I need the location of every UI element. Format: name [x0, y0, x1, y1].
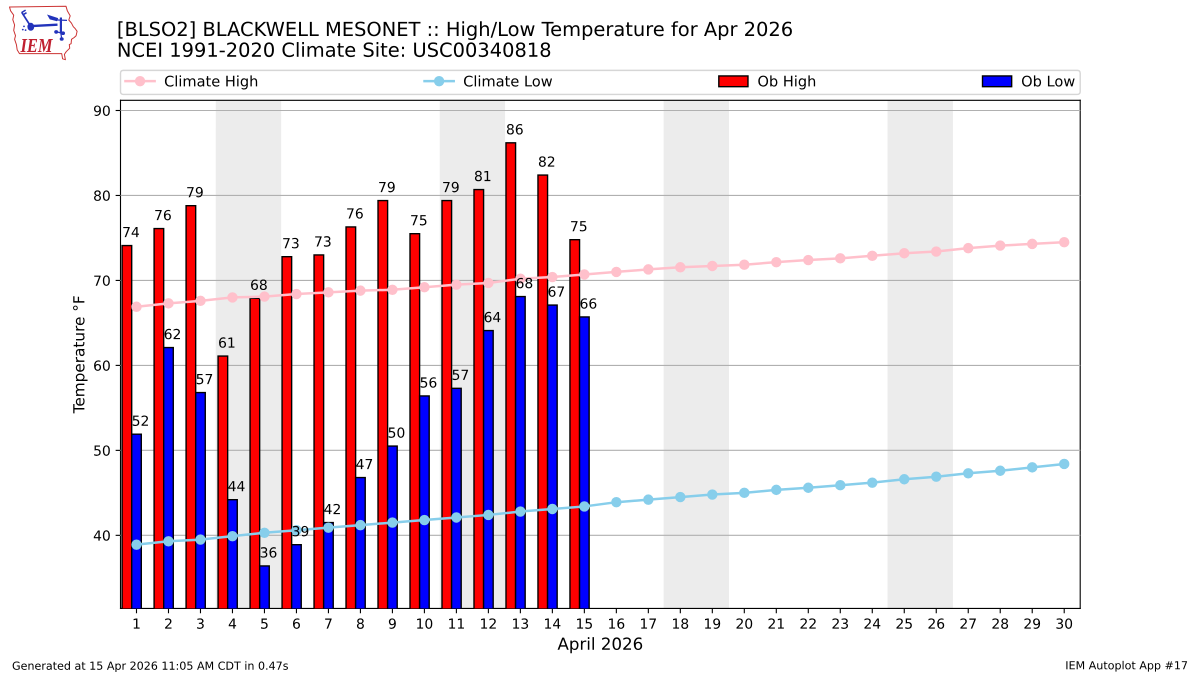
svg-text:IEM: IEM — [20, 36, 53, 57]
